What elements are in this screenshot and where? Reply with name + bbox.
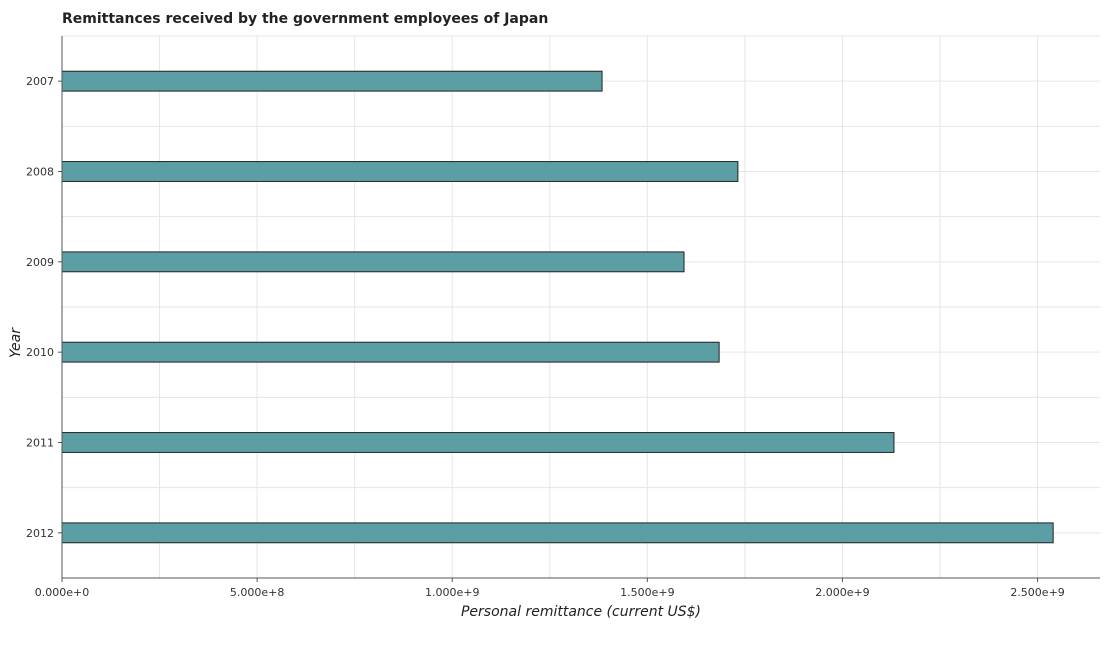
x-tick-label: 1.000e+9 [425, 586, 479, 599]
bar-2009 [61, 251, 685, 273]
x-tick-label: 2.000e+9 [815, 586, 869, 599]
y-tick-label-2011: 2011 [26, 437, 54, 450]
bar-2008 [61, 161, 739, 182]
y-tick-label-2009: 2009 [26, 256, 54, 269]
axes [58, 36, 1100, 582]
y-gridlines [62, 35, 1100, 579]
bar-2011 [61, 432, 895, 453]
x-axis-label: Personal remittance (current US$) [461, 604, 701, 620]
chart-title: Remittances received by the government e… [62, 11, 548, 27]
x-tick-label: 5.000e+8 [230, 586, 284, 599]
y-tick-label-2007: 2007 [26, 75, 54, 88]
y-axis-label: Year [8, 327, 24, 358]
y-tick-label-2008: 2008 [26, 166, 54, 179]
x-tick-label: 0.000e+0 [35, 586, 89, 599]
x-tick-label: 1.500e+9 [620, 586, 674, 599]
y-tick-label-2010: 2010 [26, 346, 54, 359]
x-tick-label: 2.500e+9 [1010, 586, 1064, 599]
y-tick-label-2012: 2012 [26, 527, 54, 540]
x-tick-labels: 0.000e+0 5.000e+8 1.000e+9 1.500e+9 2.000e+9… [35, 586, 1065, 599]
bar-2010 [61, 341, 720, 363]
bar-2007 [61, 70, 603, 92]
bar-2012 [61, 522, 1054, 544]
y-tick-labels: 2007 2008 2009 2010 2011 2012 [26, 75, 54, 540]
